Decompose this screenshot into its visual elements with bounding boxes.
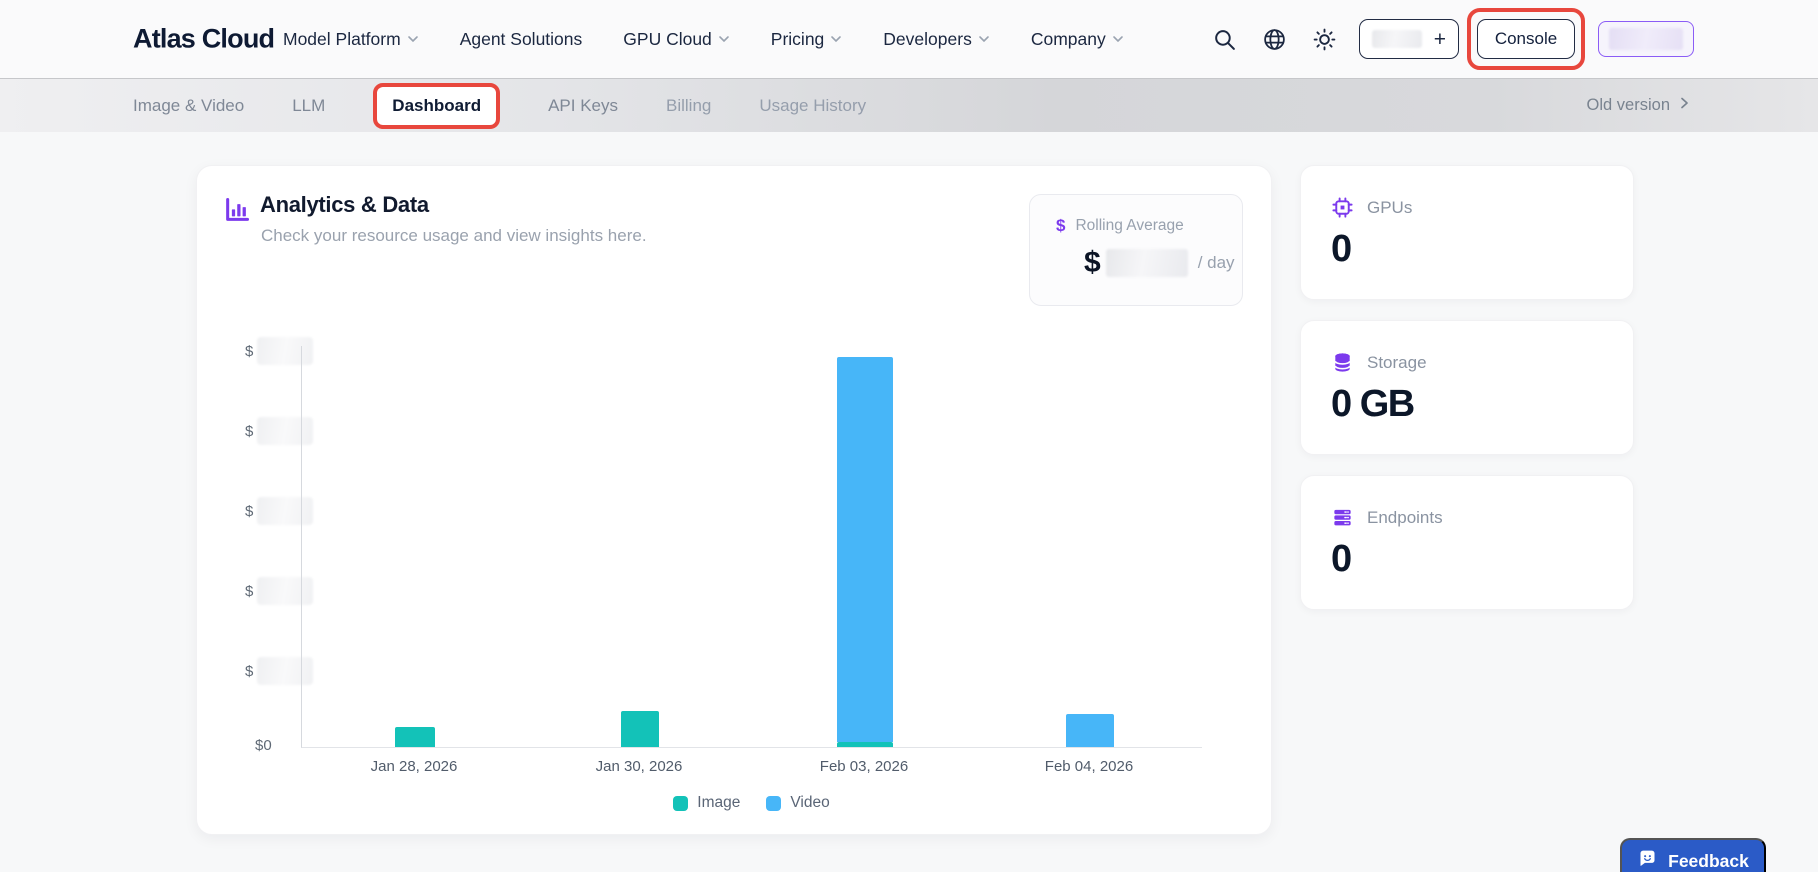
top-nav-actions: + Console [1187, 0, 1694, 78]
old-version-link[interactable]: Old version [1587, 96, 1690, 115]
stat-card-storage: Storage 0 GB [1300, 320, 1634, 455]
search-icon[interactable] [1211, 26, 1237, 52]
tab-image-video[interactable]: Image & Video [133, 95, 245, 115]
y-axis-tick: $ [245, 337, 314, 365]
account-button[interactable] [1598, 21, 1694, 57]
sun-theme-icon[interactable] [1311, 26, 1337, 52]
redacted-axis-amount [257, 657, 314, 685]
dollar-icon: $ [1056, 216, 1066, 235]
x-axis-labels: Jan 28, 2026 Jan 30, 2026 Feb 03, 2026 Feb … [301, 758, 1202, 780]
endpoints-value: 0 [1331, 538, 1352, 580]
brand-logo[interactable]: Atlas Cloud [133, 23, 275, 54]
bar-video-2 [837, 357, 893, 742]
tab-dashboard-active[interactable]: Dashboard [373, 82, 501, 129]
nav-item-agent-solutions[interactable]: Agent Solutions [459, 28, 583, 49]
chevron-down-icon [1112, 29, 1124, 50]
rolling-average-value: $ / day [1084, 246, 1235, 279]
stat-card-gpus: GPUs 0 [1300, 165, 1634, 300]
console-button[interactable]: Console [1477, 19, 1575, 59]
bar-image-1 [621, 711, 659, 747]
y-axis-labels: $0 $ $ $ $ $ [197, 337, 315, 754]
x-axis-label: Feb 03, 2026 [819, 758, 909, 775]
bar-image-0 [395, 727, 435, 747]
nav-item-company[interactable]: Company [1031, 29, 1124, 50]
bar-video-3 [1066, 714, 1114, 747]
y-axis-tick: $ [245, 417, 314, 445]
chevron-down-icon [718, 29, 730, 50]
redacted-credit-amount [1372, 30, 1422, 48]
legend-swatch [673, 795, 689, 811]
credits-button[interactable]: + [1359, 19, 1459, 59]
chevron-right-icon [1678, 96, 1690, 115]
page-title: Analytics & Data [260, 192, 429, 217]
gpus-value: 0 [1331, 228, 1352, 270]
redacted-axis-amount [257, 337, 314, 365]
y-axis-tick: $0 [255, 737, 272, 754]
redacted-axis-amount [257, 497, 314, 525]
y-axis-tick: $ [245, 577, 314, 605]
legend-item-image[interactable]: Image [673, 794, 740, 812]
main-menu: Model Platform Agent Solutions GPU Cloud… [283, 0, 1124, 78]
chevron-down-icon [830, 29, 842, 50]
analytics-card: Analytics & Data Check your resource usa… [196, 165, 1272, 835]
redacted-rolling-amount [1105, 249, 1188, 277]
y-axis-tick: $ [245, 657, 314, 685]
storage-database-icon [1331, 351, 1354, 374]
tab-usage-history[interactable]: Usage History [759, 95, 867, 115]
content-area: Analytics & Data Check your resource usa… [0, 132, 1818, 872]
rolling-average-header: $ Rolling Average [1056, 216, 1184, 235]
gpu-chip-icon [1331, 196, 1354, 219]
chart-plot [301, 346, 1202, 748]
feedback-smiley-icon [1637, 848, 1658, 872]
x-axis-label: Jan 30, 2026 [595, 758, 683, 775]
console-button-wrap: Console [1467, 8, 1585, 70]
feedback-button[interactable]: Feedback [1620, 838, 1766, 872]
secondary-navigation: Image & Video LLM Dashboard API Keys Bil… [0, 78, 1818, 132]
tab-llm[interactable]: LLM [292, 95, 326, 115]
bar-image-2 [837, 742, 893, 747]
page-subtitle: Check your resource usage and view insig… [261, 226, 647, 245]
nav-item-model-platform[interactable]: Model Platform [283, 29, 419, 50]
y-axis-tick: $ [245, 497, 314, 525]
tab-billing[interactable]: Billing [666, 95, 712, 115]
chevron-down-icon [978, 29, 990, 50]
endpoints-server-icon [1331, 506, 1354, 529]
plus-icon: + [1433, 27, 1446, 51]
storage-value: 0 GB [1331, 383, 1415, 425]
legend-item-video[interactable]: Video [766, 794, 830, 812]
tab-api-keys[interactable]: API Keys [548, 95, 619, 115]
x-axis-label: Feb 04, 2026 [1044, 758, 1134, 775]
chart-legend: Image Video [301, 794, 1202, 812]
analytics-chart-icon [223, 196, 251, 229]
redacted-axis-amount [257, 577, 314, 605]
nav-item-gpu-cloud[interactable]: GPU Cloud [623, 29, 730, 50]
redacted-account-name [1609, 28, 1683, 50]
top-navigation: Atlas Cloud Model Platform Agent Solutio… [0, 0, 1818, 78]
x-axis-label: Jan 28, 2026 [370, 758, 458, 775]
nav-item-pricing[interactable]: Pricing [771, 29, 843, 50]
chevron-down-icon [407, 29, 419, 50]
legend-swatch [766, 795, 782, 811]
redacted-axis-amount [257, 417, 314, 445]
globe-language-icon[interactable] [1261, 26, 1287, 52]
nav-item-developers[interactable]: Developers [883, 29, 990, 50]
rolling-average-box: $ Rolling Average $ / day [1029, 194, 1243, 306]
stat-card-endpoints: Endpoints 0 [1300, 475, 1634, 610]
